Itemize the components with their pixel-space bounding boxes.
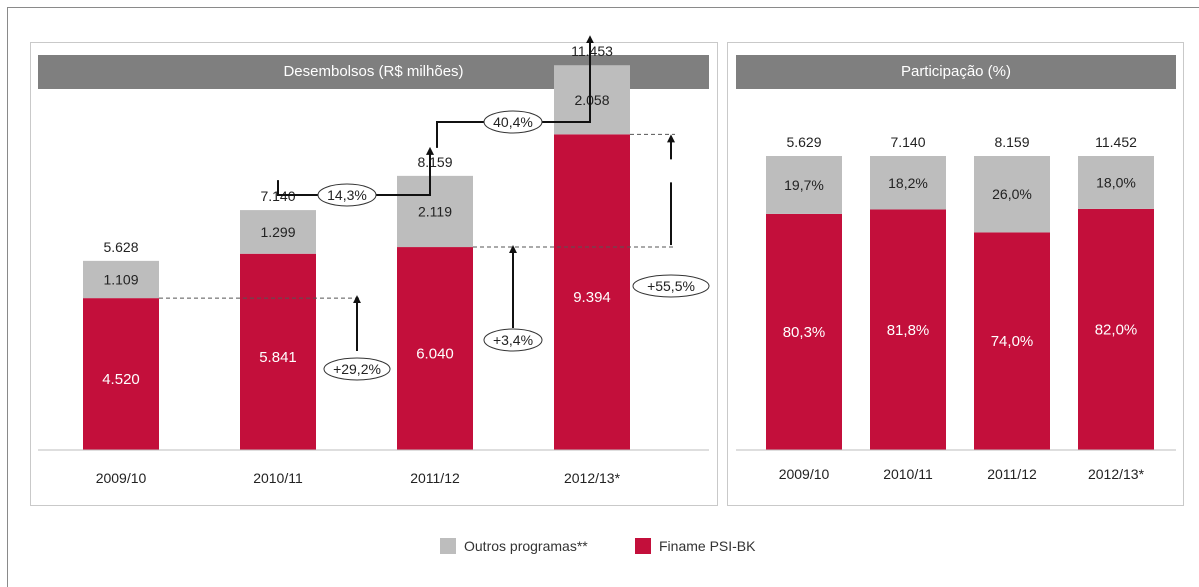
total-growth-label: 40,4% <box>493 114 533 130</box>
finame-growth-label: +55,5% <box>647 278 695 294</box>
total-label: 7.140 <box>260 188 295 204</box>
legend-outros: Outros programas** <box>440 538 588 554</box>
outros-value-label: 1.109 <box>103 271 138 287</box>
share-x-tick-label: 2012/13* <box>1088 466 1145 482</box>
finame-growth-label-oval <box>483 328 543 352</box>
finame-bar <box>83 298 159 450</box>
finame-growth-label: +3,4% <box>493 332 533 348</box>
share-outros-label: 26,0% <box>992 186 1032 202</box>
share-outros-label: 18,0% <box>1096 174 1136 190</box>
share-x-tick-label: 2010/11 <box>883 466 933 482</box>
legend-swatch-finame <box>635 538 651 554</box>
charts-svg: 4.520 1.109 5.628 2009/10 5.841 1.299 7.140 201… <box>38 35 1176 486</box>
outros-value-label: 2.058 <box>574 92 609 108</box>
share-finame-label: 74,0% <box>991 333 1034 350</box>
outros-value-label: 2.119 <box>418 203 452 219</box>
outer-frame <box>7 7 1199 587</box>
finame-growth-label-oval <box>632 274 710 298</box>
legend-label-finame: Finame PSI-BK <box>659 538 756 554</box>
finame-bar <box>554 134 630 450</box>
total-label: 11.453 <box>571 43 613 59</box>
share-finame-bar <box>766 213 842 450</box>
total-growth-label: 14,3% <box>327 187 367 203</box>
share-finame-label: 81,8% <box>887 322 930 339</box>
share-finame-bar <box>974 232 1050 450</box>
share-outros-bar <box>870 156 946 210</box>
share-x-tick-label: 2009/10 <box>779 466 830 482</box>
finame-value-label: 6.040 <box>416 346 454 363</box>
share-outros-label: 18,2% <box>888 175 928 191</box>
share-total-label: 7.140 <box>890 134 925 150</box>
x-tick-label: 2012/13* <box>564 470 621 486</box>
total-growth-label-oval <box>317 183 377 207</box>
share-finame-bar <box>1078 208 1154 450</box>
share-finame-label: 80,3% <box>783 324 826 341</box>
share-outros-label: 19,7% <box>784 177 824 193</box>
legend-swatch-outros <box>440 538 456 554</box>
finame-growth-label: +29,2% <box>333 361 381 377</box>
legend-label-outros: Outros programas** <box>464 538 588 554</box>
share-outros-bar <box>766 156 842 214</box>
share-total-label: 8.159 <box>994 134 1029 150</box>
finame-bar <box>240 253 316 450</box>
total-label: 8.159 <box>417 154 452 170</box>
total-label: 5.628 <box>103 239 138 255</box>
share-finame-bar <box>870 209 946 450</box>
finame-value-label: 5.841 <box>259 349 297 366</box>
x-tick-label: 2009/10 <box>96 470 147 486</box>
finame-growth-label-oval <box>323 357 391 381</box>
outros-bar <box>240 210 316 254</box>
finame-value-label: 9.394 <box>573 289 611 306</box>
share-total-label: 11.452 <box>1095 134 1137 150</box>
share-total-label: 5.629 <box>786 134 821 150</box>
finame-value-label: 4.520 <box>102 371 140 388</box>
finame-bar <box>397 247 473 450</box>
share-title: Participação (%) <box>736 55 1176 89</box>
x-tick-label: 2011/12 <box>410 470 460 486</box>
x-tick-label: 2010/11 <box>253 470 303 486</box>
legend-finame: Finame PSI-BK <box>635 538 755 554</box>
share-finame-label: 82,0% <box>1095 321 1138 338</box>
share-outros-bar <box>1078 156 1154 209</box>
outros-value-label: 1.299 <box>260 224 295 240</box>
outros-bar <box>397 175 473 248</box>
share-outros-bar <box>974 156 1050 233</box>
share-x-tick-label: 2011/12 <box>987 466 1037 482</box>
outros-bar <box>83 260 159 299</box>
total-growth-label-oval <box>483 110 543 134</box>
